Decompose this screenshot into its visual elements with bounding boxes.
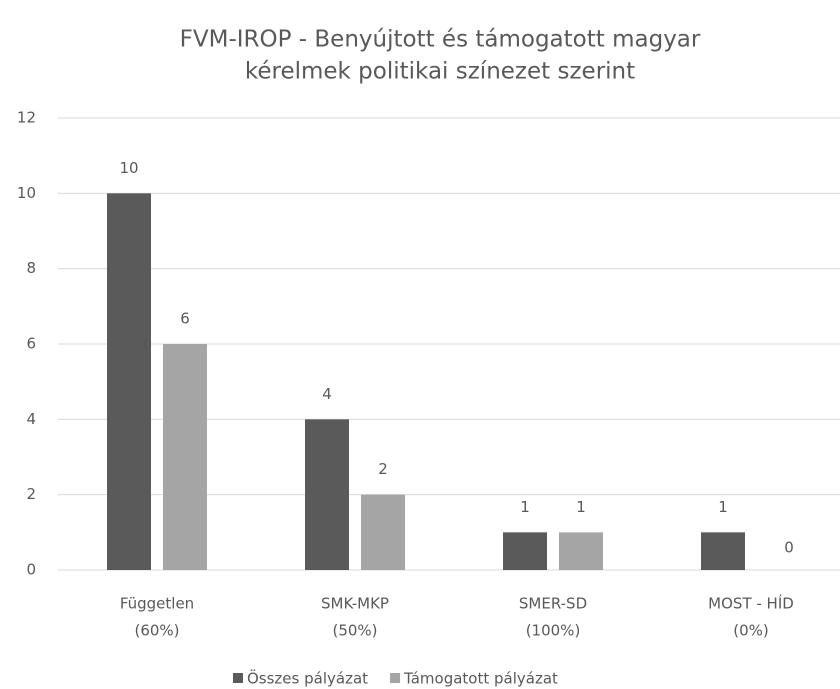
chart-title: kérelmek politikai színezet szerint (245, 59, 635, 85)
legend-label: Támogatott pályázat (403, 670, 558, 688)
y-tick-label: 8 (26, 259, 36, 277)
chart-title: FVM-IROP - Benyújtott és támogatott magy… (180, 27, 701, 53)
bar (305, 419, 349, 570)
data-label: 2 (378, 460, 388, 478)
legend-label: Összes pályázat (247, 669, 368, 688)
y-tick-label: 10 (17, 184, 36, 202)
x-tick-label: MOST - HÍD (708, 594, 794, 613)
data-label: 6 (180, 310, 190, 328)
legend-swatch (233, 673, 243, 683)
data-label: 10 (119, 159, 138, 177)
bar (503, 532, 547, 570)
x-tick-label: Független (120, 595, 194, 613)
x-tick-label: (0%) (733, 622, 769, 640)
bar (361, 494, 405, 570)
data-label: 1 (520, 498, 530, 516)
y-tick-label: 4 (26, 410, 36, 428)
x-tick-label: SMK-MKP (321, 595, 389, 613)
x-tick-label: SMER-SD (519, 595, 587, 613)
bar (559, 532, 603, 570)
x-tick-label: (60%) (134, 622, 179, 640)
x-tick-label: (100%) (526, 622, 581, 640)
bar (163, 344, 207, 570)
y-tick-label: 0 (26, 561, 36, 579)
data-label: 1 (576, 498, 586, 516)
y-tick-label: 6 (26, 335, 36, 353)
y-tick-label: 12 (17, 109, 36, 127)
y-tick-label: 2 (26, 485, 36, 503)
bar (701, 532, 745, 570)
x-tick-label: (50%) (332, 622, 377, 640)
data-label: 4 (322, 385, 332, 403)
bar (107, 193, 151, 571)
data-label: 1 (718, 498, 728, 516)
data-label: 0 (784, 539, 794, 557)
legend-swatch (390, 673, 401, 683)
